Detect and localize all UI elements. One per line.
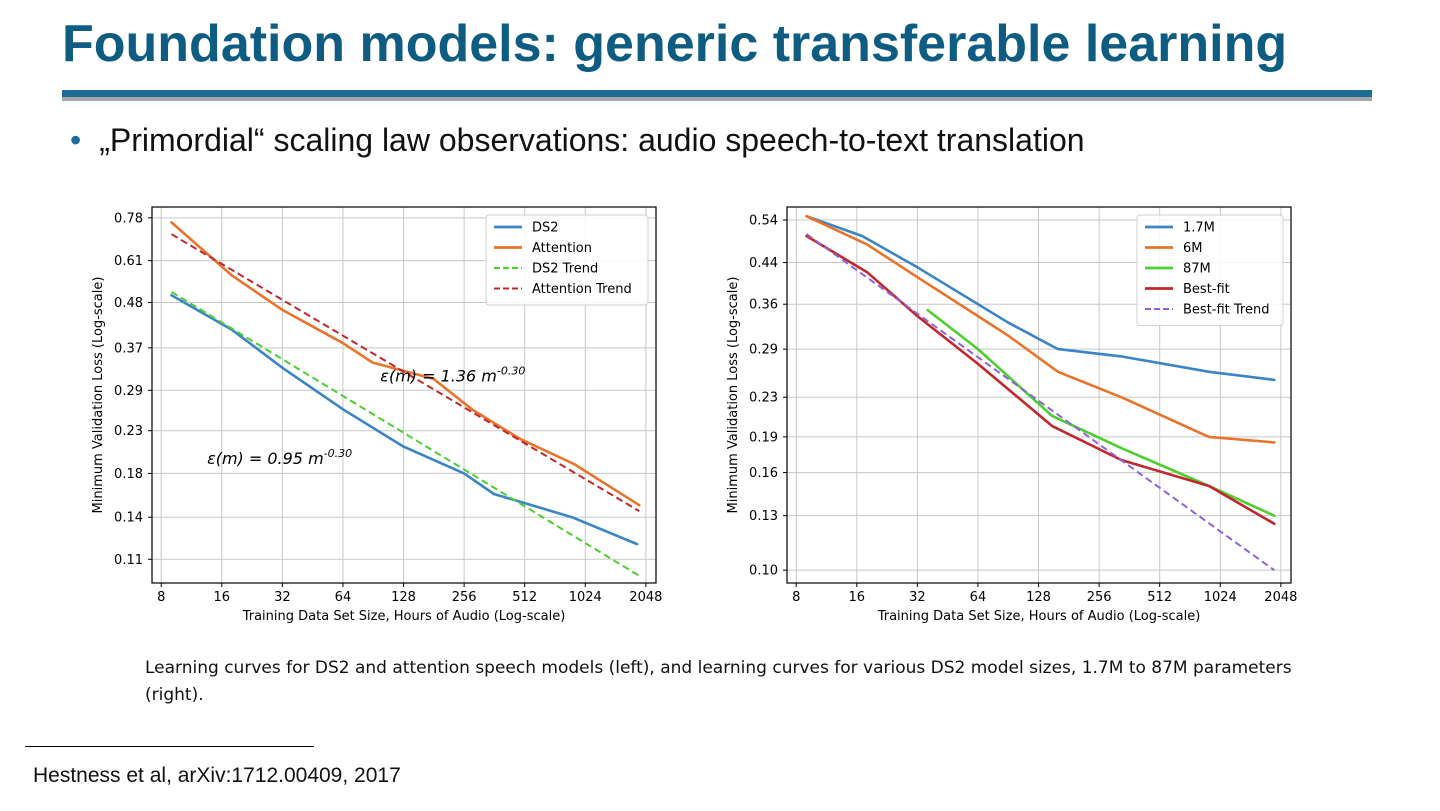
right-legend-box <box>1136 214 1284 326</box>
left-legend-label: Attention <box>532 241 592 256</box>
title-underline-blue <box>62 90 1372 97</box>
right-ytick-label: 0.44 <box>749 256 778 271</box>
right-y-axis-label: Minimum Validation Loss (Log-scale) <box>726 277 741 514</box>
left-xtick-label: 16 <box>214 590 231 605</box>
right-ytick-label: 0.10 <box>749 564 778 579</box>
right-ytick-label: 0.36 <box>749 298 778 313</box>
left-series-ds2 <box>170 294 639 546</box>
right-xtick-label: 16 <box>849 590 866 605</box>
chart-left: 8 16 32 64 128 256 512 1024 2048 0.11 0.14 0.18 0.23… <box>91 206 662 624</box>
right-series-best-fit-trend <box>805 233 1275 572</box>
right-xtick-label: 1024 <box>1204 590 1237 605</box>
right-ytick-label: 0.13 <box>749 509 778 524</box>
right-xtick-label: 128 <box>1026 590 1051 605</box>
right-legend-label: Best-fit Trend <box>1183 303 1269 318</box>
left-ytick-label: 0.29 <box>114 384 143 399</box>
left-legend-box <box>485 214 649 306</box>
right-plot-frame <box>786 206 1292 584</box>
right-x-axis-label: Training Data Set Size, Hours of Audio (… <box>877 609 1201 624</box>
right-xtick-label: 2048 <box>1264 590 1297 605</box>
left-annotation: ε(m) = 1.36 m-0.30 <box>380 365 525 386</box>
left-y-axis-label: Minimum Validation Loss (Log-scale) <box>91 277 106 514</box>
left-ytick-label: 0.11 <box>114 553 143 568</box>
right-legend-label: 87M <box>1183 262 1211 277</box>
right-ytick-label: 0.23 <box>749 391 778 406</box>
left-series-attention-trend <box>170 233 640 512</box>
right-ytick-label: 0.16 <box>749 466 778 481</box>
right-series-best-fit <box>805 234 1276 526</box>
footnote-citation: Hestness et al, arXiv:1712.00409, 2017 <box>33 764 401 787</box>
left-ytick-label: 0.37 <box>114 341 143 356</box>
left-ytick-label: 0.78 <box>114 211 143 226</box>
figure-caption: Learning curves for DS2 and attention sp… <box>145 658 1292 705</box>
annotation-exponent: -0.30 <box>324 447 352 460</box>
left-legend-label: DS2 <box>532 221 559 236</box>
left-x-axis-label: Training Data Set Size, Hours of Audio (… <box>242 609 566 624</box>
title-underline-gray <box>62 97 1372 101</box>
left-ytick-label: 0.18 <box>114 467 143 482</box>
left-xtick-label: 512 <box>512 590 537 605</box>
chart-right: 8 16 32 64 128 256 512 1024 2048 0.10 0.13 0.16 0.19… <box>726 206 1297 624</box>
annotation-formula: ε(m) = 1.36 m <box>380 367 497 386</box>
left-annotation: ε(m) = 0.95 m-0.30 <box>207 447 352 468</box>
right-series-87m <box>926 308 1276 518</box>
bullet-item: • „Primordial“ scaling law observations: … <box>70 122 1085 159</box>
left-ytick-label: 0.48 <box>114 296 143 311</box>
right-legend-label: 1.7M <box>1183 221 1215 236</box>
right-xtick-label: 512 <box>1147 590 1172 605</box>
right-series-6m <box>805 214 1276 444</box>
right-xtick-label: 64 <box>970 590 987 605</box>
left-ytick-label: 0.14 <box>114 511 143 526</box>
left-plot-frame <box>151 206 657 584</box>
left-xtick-label: 2048 <box>629 590 662 605</box>
bullet-text: „Primordial“ scaling law observations: a… <box>99 122 1085 158</box>
left-xtick-label: 256 <box>452 590 477 605</box>
left-xtick-label: 32 <box>274 590 291 605</box>
right-legend-label: 6M <box>1183 241 1203 256</box>
right-ytick-label: 0.54 <box>749 214 778 229</box>
right-ytick-label: 0.19 <box>749 430 778 445</box>
right-ytick-label: 0.29 <box>749 343 778 358</box>
annotation-exponent: -0.30 <box>497 365 525 378</box>
left-legend-label: DS2 Trend <box>532 262 598 277</box>
footnote-rule <box>25 746 314 747</box>
annotation-formula: ε(m) = 0.95 m <box>207 449 324 468</box>
right-xtick-label: 32 <box>909 590 926 605</box>
right-xtick-label: 8 <box>792 590 800 605</box>
right-legend-label: Best-fit <box>1183 282 1230 297</box>
bullet-dot: • <box>70 122 82 158</box>
left-xtick-label: 8 <box>157 590 165 605</box>
left-legend-label: Attention Trend <box>532 282 632 297</box>
right-xtick-label: 256 <box>1087 590 1112 605</box>
left-xtick-label: 1024 <box>569 590 602 605</box>
slide-title: Foundation models: generic transferable … <box>62 15 1288 73</box>
left-xtick-label: 64 <box>335 590 352 605</box>
left-ytick-label: 0.23 <box>114 424 143 439</box>
left-series-ds2-trend <box>170 291 640 577</box>
right-series-1-7m <box>805 214 1276 382</box>
left-xtick-label: 128 <box>391 590 416 605</box>
left-ytick-label: 0.61 <box>114 254 143 269</box>
